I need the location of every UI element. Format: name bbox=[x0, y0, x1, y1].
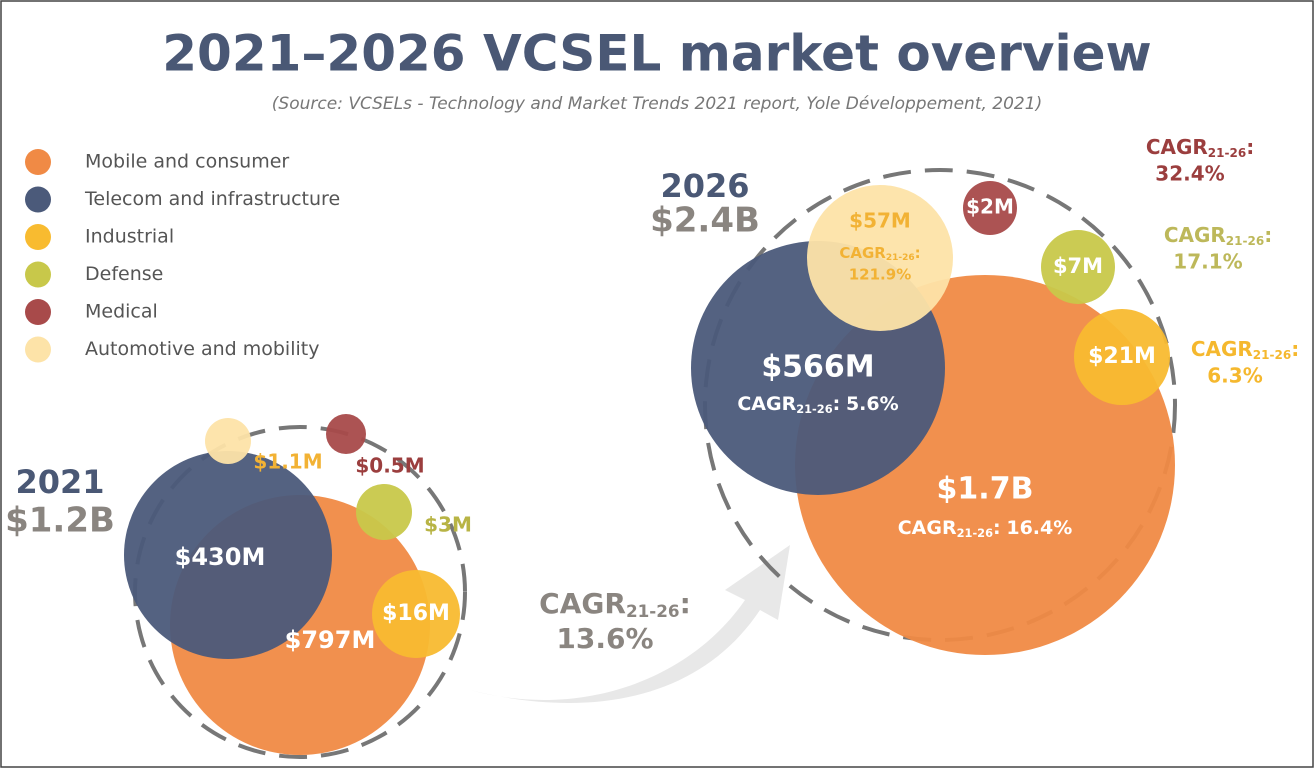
cagr-value: 32.4% bbox=[1155, 162, 1224, 186]
year-label: 2026 bbox=[660, 167, 749, 205]
cagr-period: 21-26 bbox=[796, 401, 833, 415]
legend-swatch bbox=[25, 149, 51, 175]
cagr-word: CAGR bbox=[737, 393, 796, 415]
cagr-label: CAGR21-26: bbox=[1164, 223, 1272, 248]
segment-value: $3M bbox=[424, 513, 472, 537]
segment-bubble bbox=[1041, 230, 1115, 304]
segment-value: $1.7B bbox=[937, 472, 1034, 507]
legend-label: Mobile and consumer bbox=[85, 151, 289, 173]
legend-label: Defense bbox=[85, 263, 163, 285]
cagr-period: 21-26 bbox=[886, 252, 915, 262]
legend-swatch bbox=[25, 299, 51, 325]
segment-value: $21M bbox=[1088, 344, 1156, 369]
cagr-period: 21-26 bbox=[1208, 146, 1246, 160]
growth-arrow bbox=[470, 545, 790, 704]
segment-value: $7M bbox=[1053, 254, 1103, 278]
cagr-word: CAGR bbox=[839, 244, 886, 262]
cagr-word: CAGR bbox=[1164, 223, 1226, 247]
legend-swatch bbox=[25, 186, 51, 213]
segment-bubble bbox=[807, 185, 953, 331]
segment-bubble bbox=[124, 451, 332, 659]
segment-value: $566M bbox=[761, 350, 874, 385]
cagr-value: 6.3% bbox=[1207, 364, 1262, 388]
cagr-colon: : bbox=[1246, 135, 1254, 159]
cagr-value: 17.1% bbox=[1173, 250, 1242, 274]
overall-cagr: 13.6% bbox=[556, 622, 653, 655]
source: (Source: VCSELs - Technology and Market … bbox=[272, 94, 1042, 114]
segment-value: $1.1M bbox=[253, 450, 322, 474]
segment-bubble bbox=[356, 484, 412, 540]
segment-value: $16M bbox=[382, 601, 450, 626]
cagr-word: CAGR bbox=[898, 517, 957, 539]
year-total: $1.2B bbox=[5, 501, 115, 541]
year-total: $2.4B bbox=[650, 201, 760, 241]
cagr-colon: : bbox=[833, 393, 841, 415]
legend-label: Automotive and mobility bbox=[85, 338, 319, 360]
legend-swatch bbox=[25, 261, 51, 288]
segment-value: $0.5M bbox=[355, 454, 424, 478]
title: 2021–2026 VCSEL market overview bbox=[162, 25, 1151, 83]
cagr-colon: : bbox=[680, 587, 691, 620]
legend-label: Telecom and infrastructure bbox=[84, 188, 340, 210]
segment-bubble bbox=[372, 570, 460, 658]
segment-bubble bbox=[1074, 309, 1170, 405]
segment-value: $57M bbox=[849, 209, 911, 233]
cagr-word: CAGR bbox=[1146, 135, 1208, 159]
cagr-colon: : bbox=[993, 517, 1001, 539]
year-label: 2021 bbox=[15, 463, 104, 501]
segment-bubble bbox=[205, 418, 251, 464]
cagr-label: CAGR21-26: 5.6% bbox=[737, 393, 898, 416]
segment-bubble bbox=[326, 414, 366, 454]
cagr-value: 16.4% bbox=[1006, 517, 1072, 539]
legend-label: Medical bbox=[85, 301, 158, 323]
legend-swatch bbox=[25, 336, 51, 363]
cagr-period: 21-26 bbox=[1253, 348, 1291, 362]
cagr-label: CAGR21-26: 16.4% bbox=[898, 517, 1073, 540]
cagr-label: CAGR21-26: bbox=[539, 587, 691, 621]
cagr-word: CAGR bbox=[1191, 337, 1253, 361]
cagr-period: 21-26 bbox=[1226, 234, 1264, 248]
segment-value: $797M bbox=[285, 626, 376, 654]
legend-label: Industrial bbox=[85, 226, 174, 248]
segment-value: $430M bbox=[175, 543, 266, 571]
segment-value: $2M bbox=[966, 195, 1014, 219]
cagr-colon: : bbox=[1291, 337, 1299, 361]
cagr-value: 5.6% bbox=[846, 393, 899, 415]
cagr-period: 21-26 bbox=[957, 525, 994, 539]
cagr-value: 121.9% bbox=[849, 266, 911, 284]
cagr-word: CAGR bbox=[539, 587, 626, 620]
cagr-label: CAGR21-26: bbox=[1191, 337, 1299, 362]
cagr-period: 21-26 bbox=[626, 601, 680, 621]
cagr-label: CAGR21-26: bbox=[839, 244, 920, 263]
cagr-colon: : bbox=[915, 244, 921, 262]
cagr-colon: : bbox=[1264, 223, 1272, 247]
legend-swatch bbox=[25, 224, 51, 250]
cagr-label: CAGR21-26: bbox=[1146, 135, 1254, 160]
segment-bubble bbox=[963, 181, 1017, 235]
